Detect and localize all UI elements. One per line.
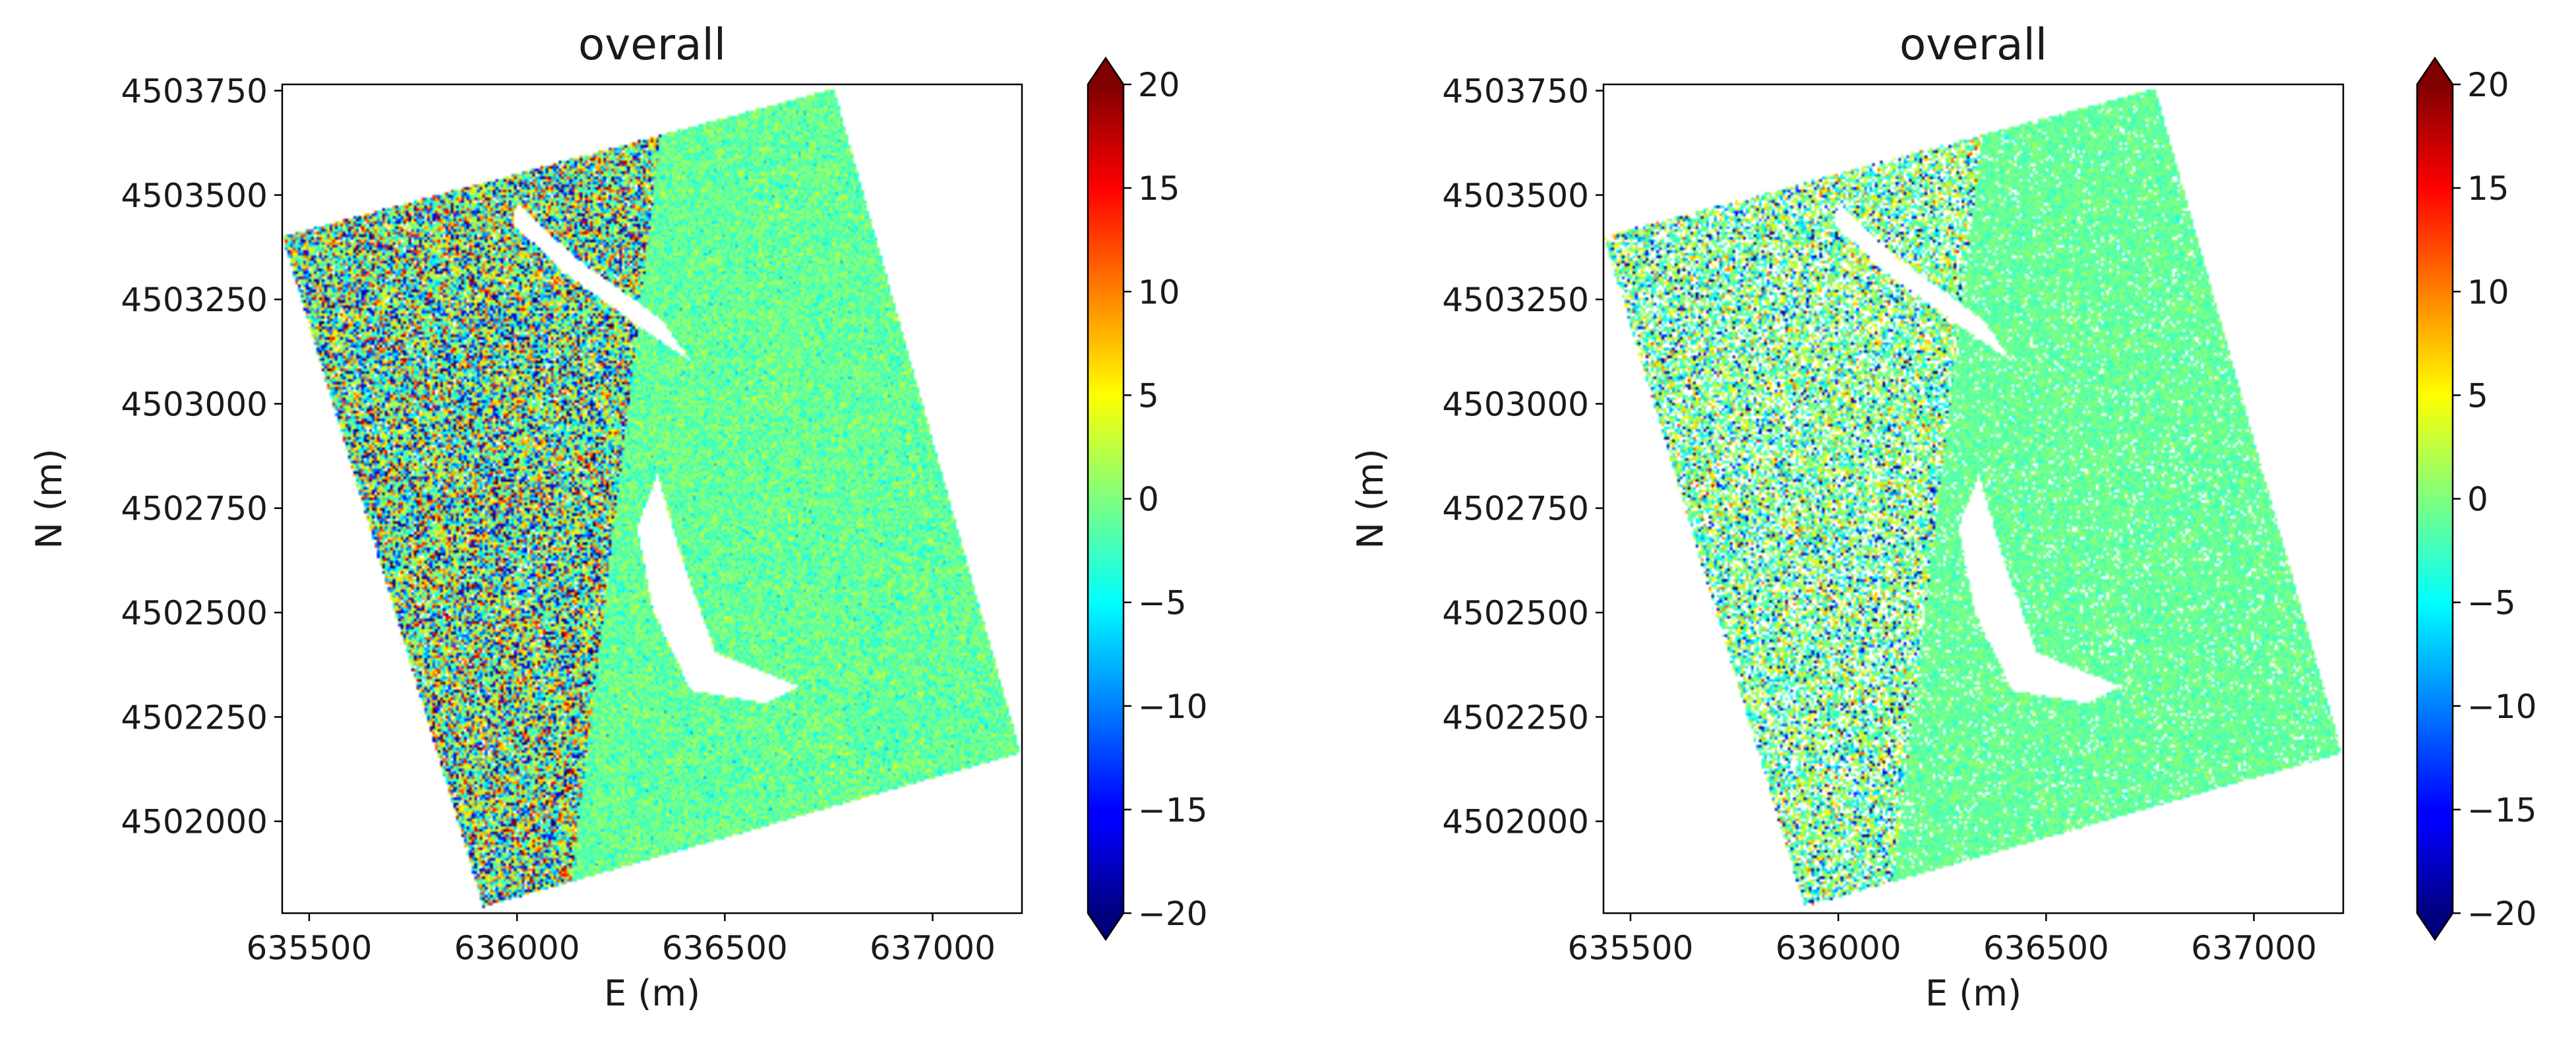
colorbar-extend-min [2417, 913, 2453, 940]
y-tick-label: 4503750 [1442, 72, 1589, 110]
y-axis-label: N (m) [28, 448, 70, 549]
colorbar-gradient [1088, 84, 1123, 913]
colorbar-tick-label: 0 [2467, 481, 2488, 519]
heatmap-panel-right: 635500 636000 636500 637000 4502000 4502250 45… [1350, 19, 2537, 1014]
colorbar-tick-label: −10 [2467, 688, 2537, 726]
y-tick-label: 4502500 [1442, 594, 1589, 632]
heatmap-raster [282, 84, 1022, 913]
colorbar: 20 15 10 5 0 −5 −10 −15 −20 [1087, 56, 1208, 942]
y-tick-label: 4503000 [1442, 385, 1589, 423]
x-tick-label: 636000 [454, 929, 580, 967]
colorbar-tick-label: −20 [2467, 895, 2537, 933]
x-axis-label: E (m) [1925, 973, 2022, 1014]
x-tick-label: 635500 [1568, 929, 1694, 967]
colorbar-gradient [2417, 84, 2453, 913]
colorbar-tick-label: 5 [1138, 376, 1159, 415]
colorbar-tick-label: 15 [1138, 169, 1180, 208]
colorbar-tick-label: −5 [2467, 584, 2516, 622]
heatmap-raster [1603, 84, 2343, 913]
colorbar-extend-max [2417, 58, 2453, 84]
y-tick-label: 4503000 [121, 385, 268, 423]
axes-frame [281, 83, 1023, 914]
colorbar-tick-label: −5 [1138, 584, 1187, 622]
y-tick-label: 4502000 [1442, 803, 1589, 841]
x-tick-label: 637000 [870, 929, 996, 967]
y-tick-label: 4503500 [1442, 177, 1589, 215]
colorbar-tick-label: −20 [1138, 895, 1208, 933]
y-tick-label: 4502500 [121, 594, 268, 632]
y-axis-label: N (m) [1350, 448, 1391, 549]
y-tick-label: 4503250 [1442, 281, 1589, 319]
colorbar-tick-label: −10 [1138, 688, 1208, 726]
colorbar-tick-label: 10 [1138, 273, 1180, 311]
colorbar-tick-label: −15 [1138, 791, 1208, 829]
colorbar-tick-label: 15 [2467, 169, 2509, 208]
colorbar-extend-min [1088, 913, 1123, 940]
y-tick-label: 4502250 [121, 698, 268, 736]
x-tick-label: 635500 [247, 929, 373, 967]
y-tick-label: 4502000 [121, 803, 268, 841]
colorbar-tick-label: 10 [2467, 273, 2509, 311]
colorbar-extend-max [1088, 58, 1123, 84]
x-tick-label: 636500 [1983, 929, 2109, 967]
x-tick-label: 637000 [2191, 929, 2317, 967]
colorbar-tick-label: 20 [2467, 66, 2509, 104]
heatmap-panel-left: 635500 636000 636500 637000 4502000 4502250 45… [28, 19, 1208, 1014]
y-tick-label: 4502250 [1442, 698, 1589, 736]
y-tick-label: 4503500 [121, 177, 268, 215]
y-tick-label: 4502750 [1442, 490, 1589, 528]
colorbar-tick-label: 20 [1138, 66, 1180, 104]
x-tick-label: 636500 [662, 929, 788, 967]
colorbar-tick-label: 5 [2467, 376, 2488, 415]
x-axis-label: E (m) [604, 973, 700, 1014]
axes-frame [1602, 83, 2345, 914]
y-tick-label: 4503250 [121, 281, 268, 319]
chart-title: overall [578, 19, 726, 70]
chart-title: overall [1900, 19, 2047, 70]
colorbar: 20 15 10 5 0 −5 −10 −15 −20 [2416, 56, 2537, 942]
y-tick-label: 4503750 [121, 72, 268, 110]
colorbar-tick-label: −15 [2467, 791, 2537, 829]
y-tick-label: 4502750 [121, 490, 268, 528]
colorbar-tick-label: 0 [1138, 481, 1159, 519]
x-tick-label: 636000 [1776, 929, 1902, 967]
